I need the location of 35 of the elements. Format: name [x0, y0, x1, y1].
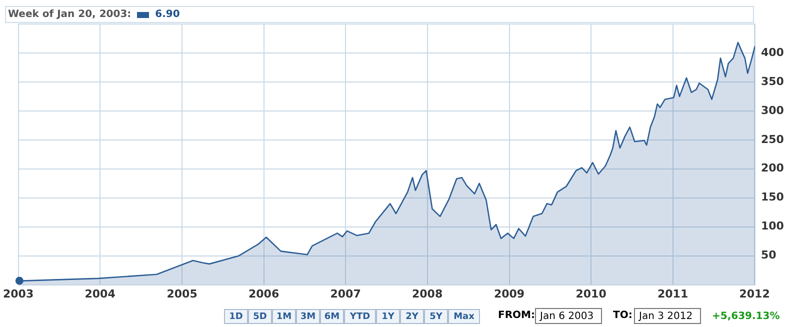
- x-tick-label: 2003: [2, 287, 34, 300]
- text: 1M: [272, 309, 296, 324]
- x-tick-label: 2009: [494, 287, 525, 300]
- x-tick-label: 2010: [576, 287, 607, 300]
- y-tick-label: 300: [761, 104, 784, 117]
- text: 6M: [320, 309, 344, 324]
- y-tick-label: 400: [761, 46, 784, 59]
- text: +5,639.13%: [712, 311, 780, 322]
- x-tick-label: 2011: [657, 287, 688, 300]
- text: Max: [448, 309, 480, 324]
- x-tick-label: 2007: [330, 287, 361, 300]
- x-tick-label: 2006: [248, 287, 280, 300]
- y-tick-label: 100: [761, 220, 784, 233]
- y-tick-label: 50: [761, 248, 777, 262]
- text: YTD: [344, 309, 376, 324]
- text: 3M: [296, 309, 320, 324]
- x-tick-label: 2005: [166, 287, 198, 300]
- x-tick-label: 2012: [739, 287, 770, 300]
- y-tick-label: 250: [761, 132, 784, 146]
- text: 1Y: [376, 309, 400, 324]
- text: 6.90: [155, 9, 180, 20]
- text: 1D: [224, 309, 248, 324]
- text: FROM:: [498, 310, 535, 321]
- text: Week of Jan 20, 2003:: [8, 9, 132, 20]
- y-tick-label: 150: [761, 190, 784, 204]
- text: Jan 3 2012: [634, 308, 701, 324]
- text: 5D: [248, 309, 272, 324]
- text: 5Y: [424, 309, 448, 324]
- x-tick-label: 2008: [412, 287, 443, 300]
- text: 2Y: [400, 309, 424, 324]
- y-tick-label: 200: [761, 162, 784, 175]
- x-tick-label: 2004: [84, 287, 116, 300]
- y-tick-label: 350: [761, 74, 784, 88]
- text: TO:: [613, 310, 632, 321]
- text: Jan 6 2003: [535, 308, 602, 324]
